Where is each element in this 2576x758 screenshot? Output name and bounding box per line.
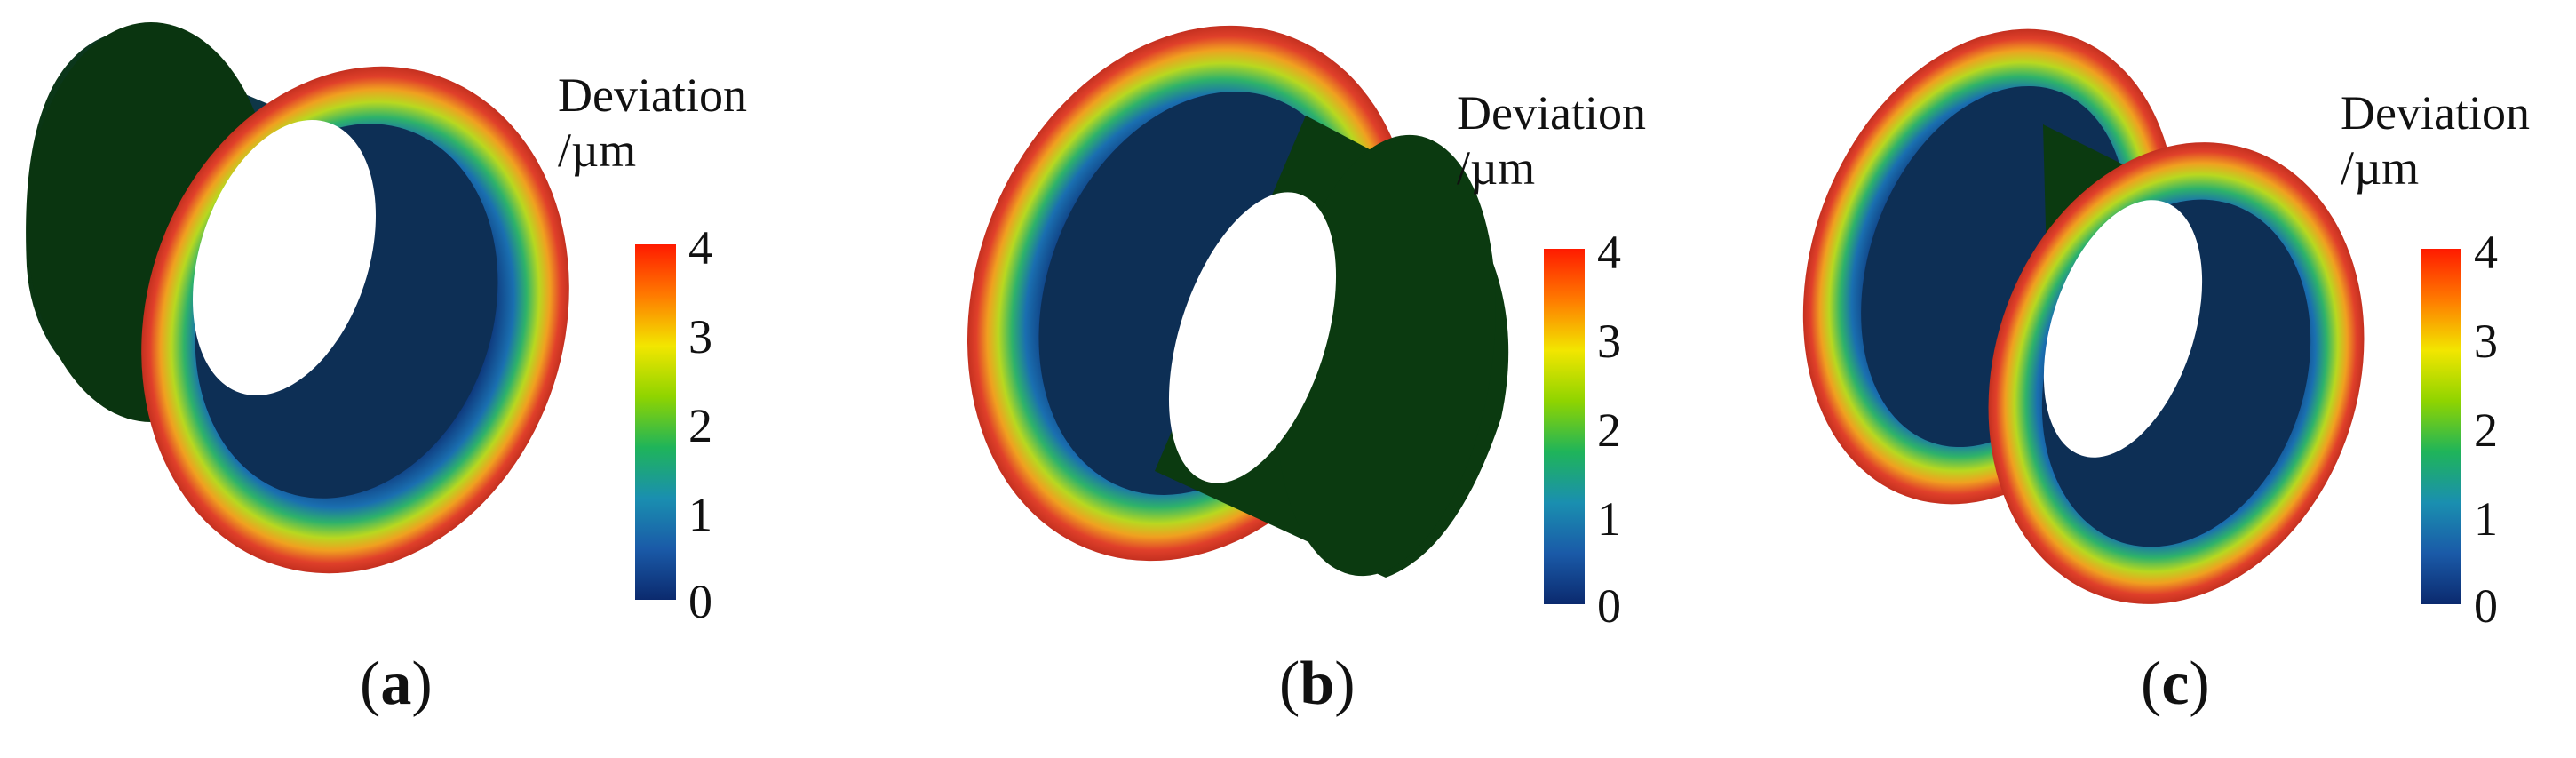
color-bar [2421, 249, 2461, 604]
panel-label: b [1300, 650, 1335, 718]
deviation-model-c [1802, 28, 2365, 604]
legend-title-line1: Deviation [1457, 86, 1646, 140]
tick-label: 1 [2474, 492, 2498, 546]
tick-label: 2 [688, 399, 712, 452]
legend-title-line2: /µm [1457, 141, 1536, 195]
deviation-model-b [966, 25, 1509, 578]
panel-b: Deviation /µm 4 3 2 1 0 (b) [888, 0, 1732, 758]
legend-title: Deviation /µm [1457, 89, 1646, 192]
color-bar [1544, 249, 1585, 604]
legend-title: Deviation /µm [2341, 89, 2530, 192]
panel-label: a [380, 650, 412, 718]
panel-caption: (a) [360, 650, 433, 718]
tick-label: 1 [688, 488, 712, 541]
color-bar [635, 244, 676, 600]
tick-label: 2 [1597, 403, 1621, 457]
panel-label: c [2161, 650, 2190, 718]
panel-a: Deviation /µm 4 3 2 1 0 (a) [0, 0, 853, 758]
deviation-model-a [26, 22, 569, 574]
legend-title: Deviation /µm [558, 71, 747, 174]
tick-label: 4 [1597, 226, 1621, 279]
tick-label: 4 [2474, 226, 2498, 279]
tick-label: 3 [1597, 315, 1621, 368]
tick-label: 2 [2474, 403, 2498, 457]
tick-label: 4 [688, 221, 712, 275]
panel-caption: (b) [1279, 650, 1356, 718]
tick-label: 3 [688, 310, 712, 363]
tick-label: 0 [2474, 579, 2498, 633]
legend-title-line1: Deviation [558, 68, 747, 122]
legend-title-line1: Deviation [2341, 86, 2530, 140]
panel-c: Deviation /µm 4 3 2 1 0 (c) [1759, 0, 2576, 758]
tick-label: 0 [688, 575, 712, 628]
tick-label: 1 [1597, 492, 1621, 546]
tick-label: 0 [1597, 579, 1621, 633]
panel-caption: (c) [2141, 650, 2210, 718]
tick-label: 3 [2474, 315, 2498, 368]
legend-title-line2: /µm [558, 124, 637, 177]
legend-title-line2: /µm [2341, 141, 2420, 195]
